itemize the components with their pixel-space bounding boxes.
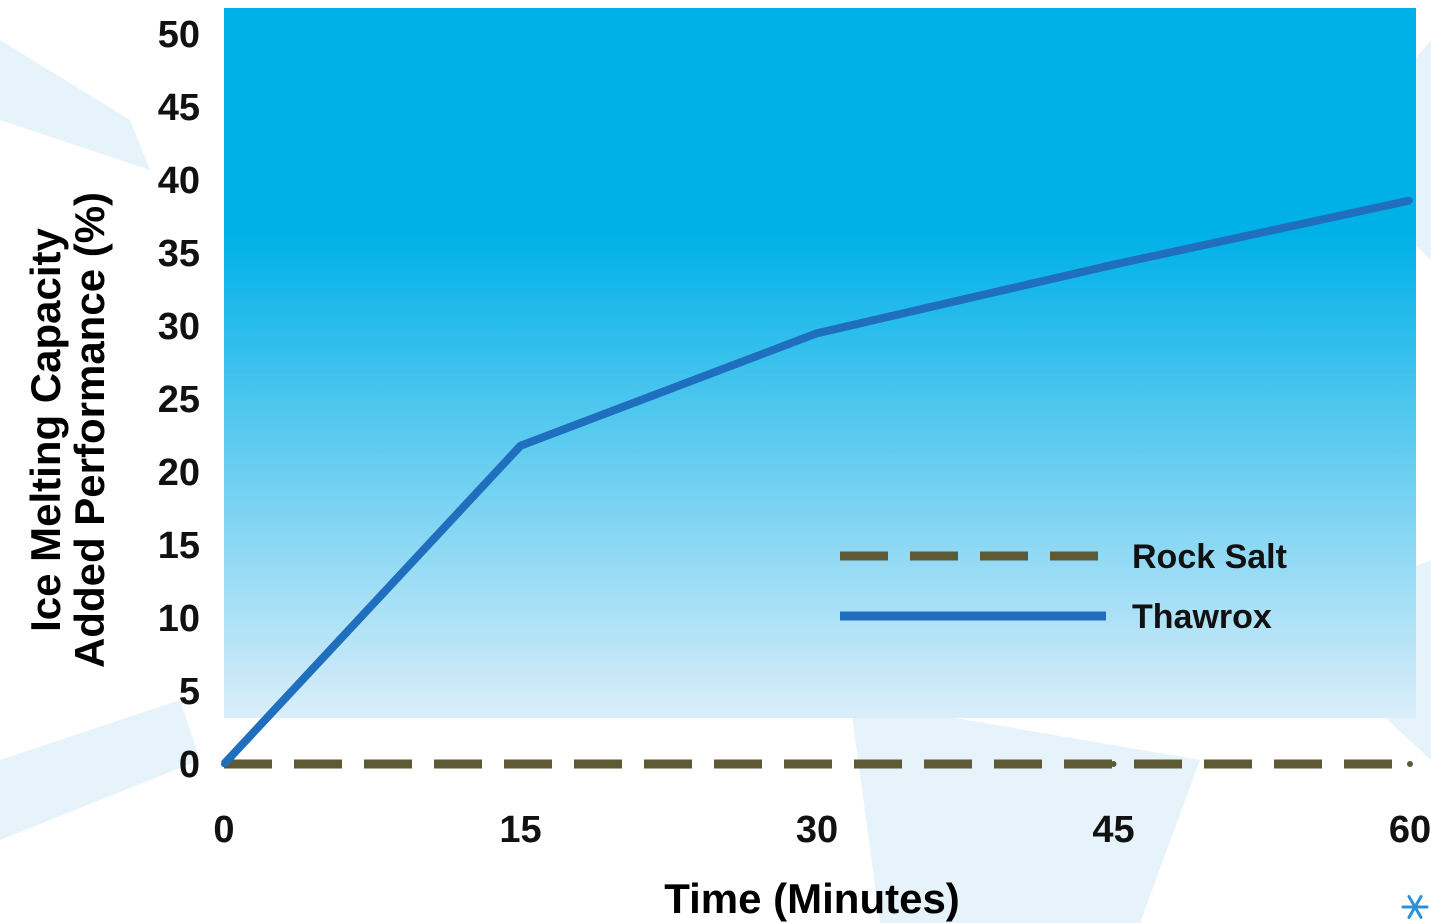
data-point-thawrox xyxy=(517,442,524,449)
y-tick-label: 30 xyxy=(158,306,200,348)
snowflake-icon xyxy=(1401,895,1429,919)
legend: Rock Salt Thawrox xyxy=(840,538,1287,636)
y-tick-label: 0 xyxy=(179,744,200,786)
legend-label-thawrox: Thawrox xyxy=(1132,598,1272,636)
data-point-thawrox xyxy=(1110,261,1117,268)
data-point-rock-salt xyxy=(1407,761,1413,767)
data-point-thawrox xyxy=(814,330,820,337)
y-tick-label: 50 xyxy=(158,14,200,56)
series-layer xyxy=(221,196,1413,769)
y-tick-label: 15 xyxy=(158,525,200,567)
y-tick-label: 25 xyxy=(158,379,200,421)
y-axis-title-line-2: Added Performance (%) xyxy=(66,192,113,668)
x-tick-label: 0 xyxy=(213,809,234,851)
data-point-thawrox xyxy=(221,761,227,767)
y-tick-label: 45 xyxy=(158,87,200,129)
y-axis-title: Ice Melting Capacity Added Performance (… xyxy=(22,192,113,668)
y-axis-title-line-1: Ice Melting Capacity xyxy=(22,227,69,631)
x-tick-label: 30 xyxy=(796,809,838,851)
plot-area xyxy=(224,8,1416,718)
legend-label-rock-salt: Rock Salt xyxy=(1132,538,1287,576)
x-axis-ticks: 0 15 30 45 60 xyxy=(213,809,1431,851)
y-tick-label: 20 xyxy=(158,452,200,494)
x-tick-label: 45 xyxy=(1092,809,1134,851)
x-axis-title: Time (Minutes) xyxy=(664,875,960,922)
y-tick-label: 35 xyxy=(158,233,200,275)
y-tick-label: 40 xyxy=(158,160,200,202)
data-point-rock-salt xyxy=(517,761,524,767)
data-point-thawrox xyxy=(1407,197,1413,204)
x-tick-label: 60 xyxy=(1389,809,1431,851)
x-tick-label: 15 xyxy=(499,809,541,851)
y-tick-label: 10 xyxy=(158,598,200,640)
data-point-rock-salt xyxy=(1110,761,1117,767)
data-point-rock-salt xyxy=(814,761,820,767)
y-axis-ticks: 0 5 10 15 20 25 30 35 40 45 50 xyxy=(158,14,200,786)
y-tick-label: 5 xyxy=(179,671,200,713)
